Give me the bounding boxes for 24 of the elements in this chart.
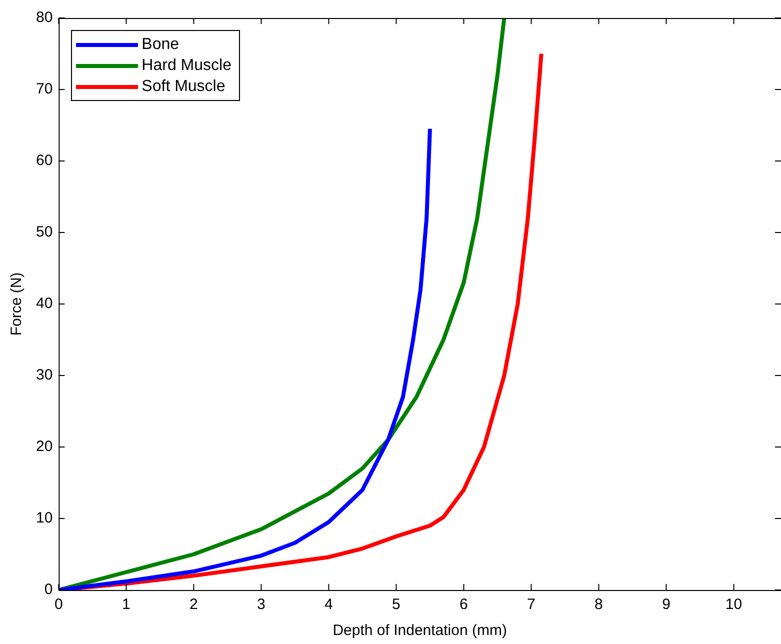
x-tick-label: 3 xyxy=(257,596,266,614)
x-tick-label: 9 xyxy=(662,596,670,614)
y-axis-title: Force (N) xyxy=(8,272,26,336)
legend-label: Bone xyxy=(142,36,180,54)
legend-label: Hard Muscle xyxy=(142,56,232,74)
x-tick-label: 10 xyxy=(725,596,742,614)
y-tick-label: 80 xyxy=(36,9,53,26)
y-tick-label: 70 xyxy=(36,80,53,98)
x-tick-label: 8 xyxy=(594,596,603,614)
x-tick-label: 1 xyxy=(122,596,130,614)
y-tick-label: 10 xyxy=(36,510,53,527)
y-tick-label: 60 xyxy=(36,152,53,170)
y-tick-label: 20 xyxy=(36,438,53,456)
legend-label: Soft Muscle xyxy=(142,78,226,96)
x-axis-title: Depth of Indentation (mm) xyxy=(332,622,507,640)
x-tick-label: 4 xyxy=(324,596,333,614)
y-tick-label: 30 xyxy=(36,366,53,384)
x-tick-label: 7 xyxy=(527,596,536,614)
x-tick-label: 2 xyxy=(190,596,198,614)
x-tick-label: 5 xyxy=(392,596,400,614)
y-tick-label: 0 xyxy=(44,581,53,598)
y-tick-label: 50 xyxy=(36,224,53,241)
x-tick-label: 6 xyxy=(460,596,468,614)
y-tick-label: 40 xyxy=(36,295,53,312)
